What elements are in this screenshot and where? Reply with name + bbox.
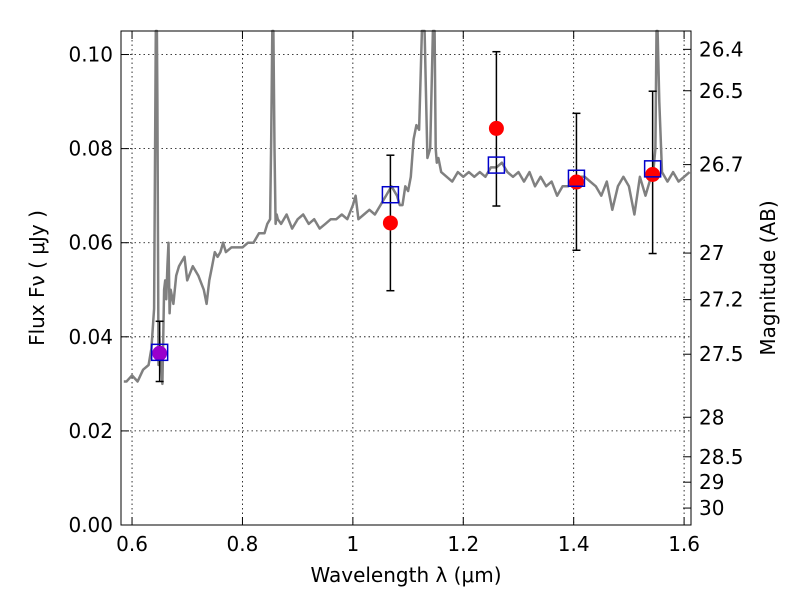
model-boxes-layer — [150, 156, 662, 362]
y-right-tick-label: 26.4 — [699, 37, 744, 61]
ticks-layer: 0.6 0.8 1 1.2 1.4 1.6 0.00 0.02 0.04 0.06 0.08 0.10… — [68, 31, 744, 556]
y-tick-label: 0.06 — [68, 231, 113, 255]
x-tick-label: 0.8 — [227, 532, 259, 556]
x-tick-label: 1 — [346, 532, 359, 556]
y-tick-label: 0.04 — [68, 325, 113, 349]
x-tick-label: 0.6 — [116, 532, 148, 556]
observed-point — [382, 215, 398, 231]
model-box — [487, 156, 506, 174]
x-tick-label: 1.2 — [447, 532, 479, 556]
y-right-tick-label: 28.5 — [699, 445, 744, 469]
model-box — [567, 169, 586, 188]
y-tick-label: 0.08 — [68, 137, 113, 161]
x-tick-label: 1.4 — [558, 532, 590, 556]
grid-lines — [121, 31, 691, 526]
y-right-tick-label: 29 — [699, 470, 724, 494]
model-spectrum-layer — [123, 29, 691, 386]
model-box — [643, 160, 662, 178]
y-right-tick-label: 26.5 — [699, 79, 744, 103]
model-box — [150, 343, 169, 362]
observed-point — [152, 345, 168, 361]
observed-point — [488, 120, 504, 136]
y-right-tick-label: 27.2 — [699, 288, 744, 312]
y-tick-label: 0.02 — [68, 419, 113, 443]
observed-point — [568, 174, 584, 190]
y-right-tick-label: 27.5 — [699, 342, 744, 366]
y-right-tick-label: 27 — [699, 241, 724, 265]
error-bars-layer — [155, 50, 657, 383]
y-right-tick-label: 28 — [699, 405, 724, 429]
model-box — [381, 185, 400, 204]
observed-point — [645, 166, 661, 182]
x-axis-label: Wavelength λ (μm) — [310, 563, 501, 587]
y-tick-label: 0.10 — [68, 43, 113, 67]
y-tick-label: 0.00 — [68, 513, 113, 537]
observed-points-layer — [152, 120, 661, 361]
y-right-tick-label: 26.7 — [699, 153, 744, 177]
y-axis-right-label: Magnitude (AB) — [756, 200, 780, 355]
model-spectrum-line — [123, 29, 691, 386]
y-axis-label: Flux Fν ( μJy ) — [25, 210, 49, 346]
plot-frame — [120, 30, 692, 526]
x-tick-label: 1.6 — [668, 532, 700, 556]
y-right-tick-label: 30 — [699, 496, 724, 520]
